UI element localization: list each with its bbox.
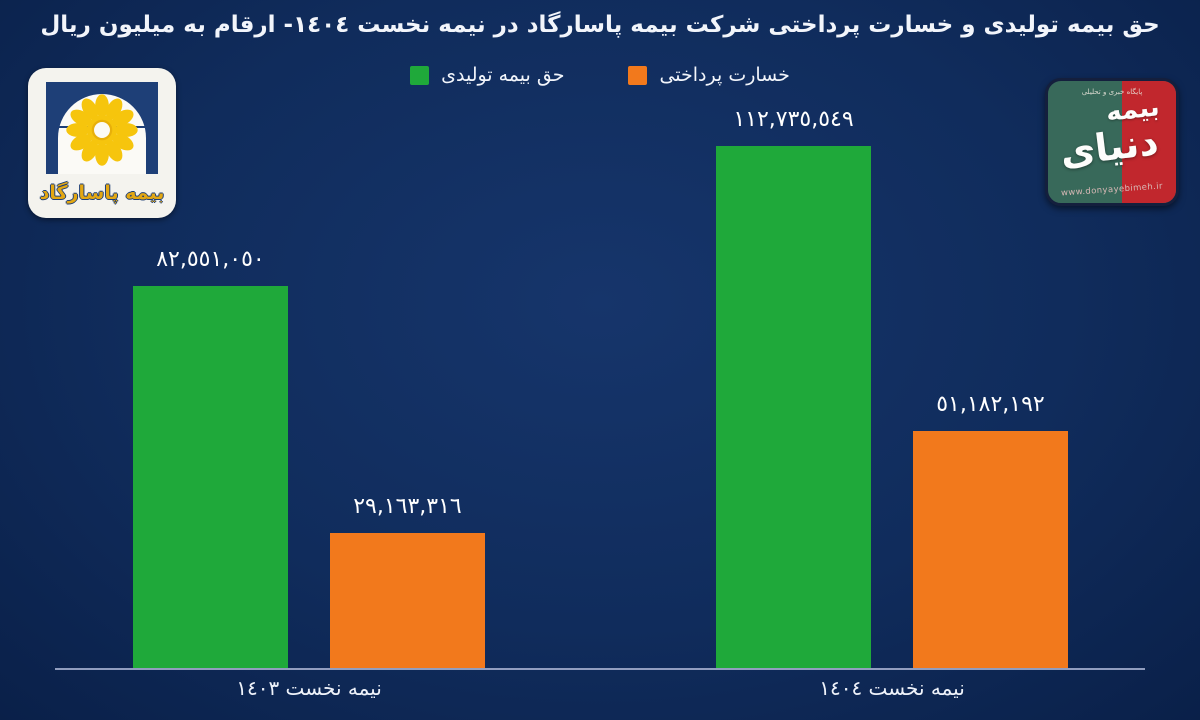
x-label-1404: نیمه نخست ١٤٠٤ <box>819 676 965 700</box>
green-swatch-icon <box>410 65 430 85</box>
pasargad-insurance-logo: بیمه پاسارگاد <box>28 68 176 218</box>
pasargad-logo-text: بیمه پاسارگاد <box>39 182 165 204</box>
pasargad-gate-icon <box>46 82 158 174</box>
orange-swatch-icon <box>628 65 648 85</box>
chart-title: حق بیمه تولیدی و خسارت پرداختی شرکت بیمه… <box>40 12 1160 38</box>
donyaye-bimeh-logo: پایگاه خبری و تحلیلی بیمه دنیای www.dony… <box>1045 78 1179 206</box>
legend-item-premium: حق بیمه تولیدی <box>410 64 564 86</box>
bar-premium-1404: ١١٢,٧٣٥,٥٤٩ <box>716 107 871 668</box>
chart-legend: حق بیمه تولیدی خسارت پرداختی <box>0 60 1200 90</box>
legend-label-premium: حق بیمه تولیدی <box>441 64 565 86</box>
bar-value-label: ٨٢,٥٥١,٠٥٠ <box>156 247 265 272</box>
bar-premium-1403: ٨٢,٥٥١,٠٥٠ <box>133 247 288 668</box>
legend-label-loss: خسارت پرداختی <box>659 64 790 86</box>
logo-red-panel <box>1122 81 1176 203</box>
x-axis-line <box>55 668 1145 670</box>
bar-value-label: ٥١,١٨٢,١٩٢ <box>936 392 1045 417</box>
legend-item-loss: خسارت پرداختی <box>628 64 790 86</box>
x-label-1403: نیمه نخست ١٤٠٣ <box>236 676 382 700</box>
sunflower-icon <box>66 94 138 166</box>
bar-value-label: ٢٩,١٦٣,٣١٦ <box>353 494 462 519</box>
logo-tagline: پایگاه خبری و تحلیلی <box>1081 88 1143 96</box>
bar-loss-1403: ٢٩,١٦٣,٣١٦ <box>330 494 485 668</box>
bar-value-label: ١١٢,٧٣٥,٥٤٩ <box>733 107 854 132</box>
bar-loss-1404: ٥١,١٨٢,١٩٢ <box>913 392 1068 668</box>
